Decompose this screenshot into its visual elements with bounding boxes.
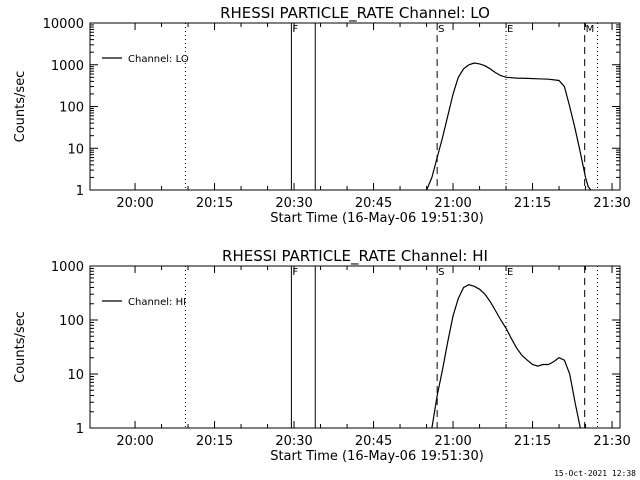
y-tick-label: 100 <box>59 314 84 329</box>
legend-label: Channel: LO <box>128 54 189 65</box>
chart-title: RHESSI PARTICLE_RATE Channel: LO <box>220 4 490 23</box>
event-marker-label: F <box>292 267 298 278</box>
chart-title: RHESSI PARTICLE_RATE Channel: HI <box>222 247 488 266</box>
x-tick-label: 20:45 <box>355 434 392 449</box>
event-marker-label: S <box>438 267 444 278</box>
y-tick-label: 1000 <box>51 59 84 74</box>
y-ticks: 1 10 100 1000 <box>51 260 620 437</box>
y-axis-label: Counts/sec <box>13 71 28 143</box>
y-axis-label: Counts/sec <box>13 311 28 383</box>
x-tick-label: 21:00 <box>434 196 471 211</box>
x-tick-label: 20:45 <box>355 196 392 211</box>
x-ticks: 20:00 20:15 20:30 20:45 21:00 21:15 21:30 <box>116 266 631 449</box>
x-tick-label: 21:15 <box>514 434 551 449</box>
x-tick-label: 20:30 <box>275 434 312 449</box>
x-tick-label: 20:00 <box>116 434 153 449</box>
x-tick-label: 20:30 <box>275 196 312 211</box>
plot-frame <box>89 265 621 429</box>
x-tick-label: 20:15 <box>196 196 233 211</box>
x-axis-label: Start Time (16-May-06 19:51:30) <box>270 449 484 464</box>
x-tick-label: 21:00 <box>434 434 471 449</box>
chart-panel-2: RHESSI PARTICLE_RATE Channel: HI Counts/s… <box>13 247 631 464</box>
x-ticks: 20:00 20:15 20:30 20:45 21:00 21:15 21:30 <box>116 23 631 211</box>
x-tick-label: 21:15 <box>514 196 551 211</box>
x-tick-label: 21:30 <box>593 434 630 449</box>
data-series-line <box>431 284 581 429</box>
y-tick-label: 100 <box>59 101 84 116</box>
y-tick-label: 10000 <box>43 17 84 32</box>
legend-label: Channel: HI <box>128 297 186 308</box>
timestamp: 15-Oct-2021 12:38 <box>554 469 636 478</box>
y-tick-label: 1000 <box>51 260 84 275</box>
y-ticks: 1 10 100 1000 10000 <box>43 17 620 199</box>
event-marker-label: F <box>292 24 298 35</box>
event-marker-label: M <box>586 24 595 35</box>
x-tick-label: 20:00 <box>116 196 153 211</box>
x-axis-label: Start Time (16-May-06 19:51:30) <box>270 211 484 226</box>
event-marker-label: E <box>507 24 513 35</box>
y-tick-label: 1 <box>76 184 84 199</box>
x-tick-label: 21:30 <box>593 196 630 211</box>
plot-frame <box>89 22 621 191</box>
chart-panel-1: RHESSI PARTICLE_RATE Channel: LO Counts/s… <box>13 4 631 226</box>
event-marker-label: S <box>438 24 444 35</box>
data-series-line <box>426 62 592 191</box>
y-tick-label: 1 <box>76 422 84 437</box>
x-tick-label: 20:15 <box>196 434 233 449</box>
y-tick-label: 10 <box>67 368 84 383</box>
y-tick-label: 10 <box>67 142 84 157</box>
event-marker-label: E <box>507 267 513 278</box>
